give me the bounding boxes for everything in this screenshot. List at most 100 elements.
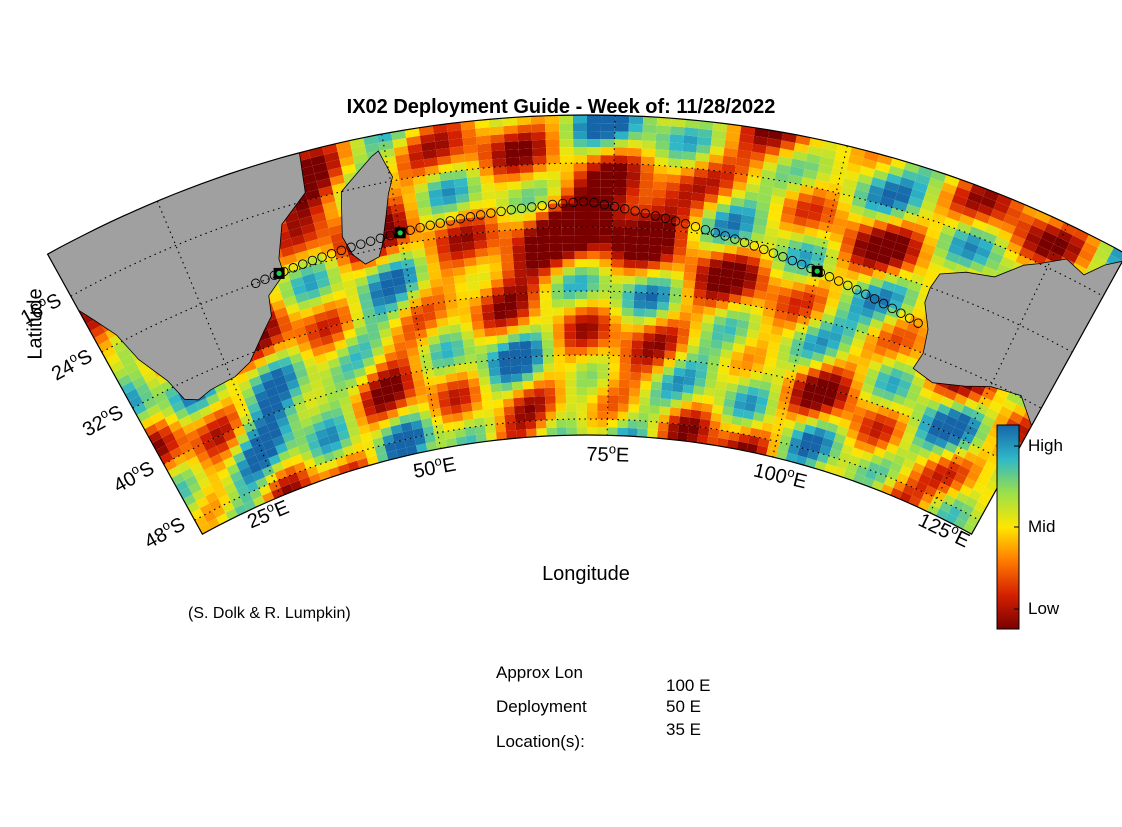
heatmap-cell — [769, 432, 782, 443]
heatmap-cell — [800, 299, 814, 311]
heatmap-cell — [600, 187, 614, 196]
heatmap-cell — [654, 157, 669, 167]
heatmap-cell — [424, 433, 436, 444]
heatmap-cell — [789, 166, 805, 177]
longitude-gridline — [606, 115, 616, 436]
heatmap-cell — [617, 419, 628, 428]
heatmap-cell — [937, 456, 951, 468]
heatmap-cell — [441, 276, 455, 286]
heatmap-cell — [881, 188, 898, 200]
heatmap-cell — [230, 391, 245, 404]
heatmap-cell — [328, 274, 343, 286]
heatmap-cell — [890, 367, 904, 380]
heatmap-cell — [667, 318, 680, 328]
heatmap-cell — [522, 380, 534, 390]
heatmap-cell — [750, 151, 766, 162]
heatmap-cell — [662, 366, 675, 376]
heatmap-cell — [659, 261, 673, 271]
heatmap-cell — [498, 358, 511, 368]
track-marker — [589, 197, 599, 208]
heatmap-cell — [128, 368, 143, 382]
heatmap-cell — [587, 339, 599, 348]
heatmap-cell — [554, 371, 566, 380]
heatmap-cell — [196, 451, 210, 463]
heatmap-cell — [777, 294, 791, 305]
heatmap-cell — [540, 315, 553, 325]
track-marker — [365, 236, 376, 246]
heatmap-cell — [908, 238, 924, 251]
heatmap-cell — [626, 187, 640, 197]
heatmap-cell — [207, 517, 221, 530]
heatmap-cell — [1060, 222, 1077, 236]
heatmap-cell — [947, 460, 961, 473]
heatmap-cell — [496, 205, 510, 215]
heatmap-cell — [699, 338, 712, 348]
heatmap-cell — [855, 181, 871, 193]
heatmap-cell — [464, 265, 478, 275]
heatmap-cell — [552, 315, 565, 324]
heatmap-cell — [456, 201, 471, 212]
heatmap-cell — [824, 347, 838, 358]
heatmap-cell — [454, 363, 467, 373]
heatmap-cell — [1081, 241, 1098, 256]
heatmap-cell — [239, 440, 253, 452]
heatmap-cell — [614, 115, 630, 124]
heatmap-cell — [407, 289, 421, 300]
heatmap-cell — [442, 284, 456, 294]
heatmap-cell — [320, 443, 333, 455]
heatmap-cell — [527, 292, 540, 301]
heatmap-cell — [370, 289, 384, 300]
heatmap-cell — [711, 242, 725, 253]
heatmap-cell — [635, 268, 648, 277]
heatmap-cell — [290, 454, 304, 466]
heatmap-cell — [267, 326, 282, 338]
heatmap-cell — [835, 308, 849, 320]
heatmap-cell — [966, 470, 980, 483]
heatmap-cell — [732, 343, 746, 353]
heatmap-cell — [574, 227, 587, 236]
heatmap-cell — [821, 313, 836, 324]
heatmap-cell — [294, 292, 309, 304]
heatmap-cell — [445, 300, 459, 310]
heatmap-cell — [927, 478, 941, 490]
heatmap-cell — [598, 331, 610, 340]
heatmap-cell — [902, 458, 916, 470]
heatmap-cell — [505, 149, 520, 159]
heatmap-cell — [842, 178, 858, 190]
heatmap-cell — [853, 288, 868, 300]
heatmap-cell — [789, 437, 802, 448]
heatmap-cell — [467, 369, 479, 380]
heatmap-cell — [387, 310, 401, 321]
heatmap-cell — [345, 419, 358, 430]
heatmap-cell — [807, 408, 821, 420]
heatmap-cell — [908, 383, 923, 395]
heatmap-cell — [495, 423, 506, 433]
heatmap-cell — [275, 382, 290, 395]
heatmap-cell — [253, 356, 268, 369]
heatmap-cell — [247, 402, 261, 414]
heatmap-cell — [639, 188, 653, 198]
heatmap-cell — [746, 175, 762, 186]
track-marker — [843, 280, 853, 291]
heatmap-cell — [545, 411, 557, 420]
heatmap-cell — [428, 400, 441, 410]
heatmap-cell — [967, 191, 984, 204]
deployment-lon-value: 100 E — [666, 676, 711, 695]
heatmap-cell — [397, 406, 410, 417]
heatmap-cell — [692, 184, 707, 194]
heatmap-cell — [599, 275, 612, 284]
heatmap-cell — [720, 349, 733, 359]
heatmap-cell — [640, 172, 654, 182]
heatmap-cell — [762, 365, 776, 376]
info-label-locations: Location(s): — [496, 732, 585, 751]
heatmap-cell — [688, 336, 701, 347]
heatmap-cell — [457, 209, 472, 220]
heatmap-cell — [767, 130, 784, 141]
heatmap-cell — [910, 188, 926, 201]
heatmap-cell — [798, 250, 813, 261]
heatmap-cell — [911, 307, 926, 319]
heatmap-cell — [670, 399, 682, 409]
heatmap-cell — [396, 161, 412, 172]
heatmap-cell — [688, 425, 700, 435]
heatmap-cell — [796, 200, 811, 211]
